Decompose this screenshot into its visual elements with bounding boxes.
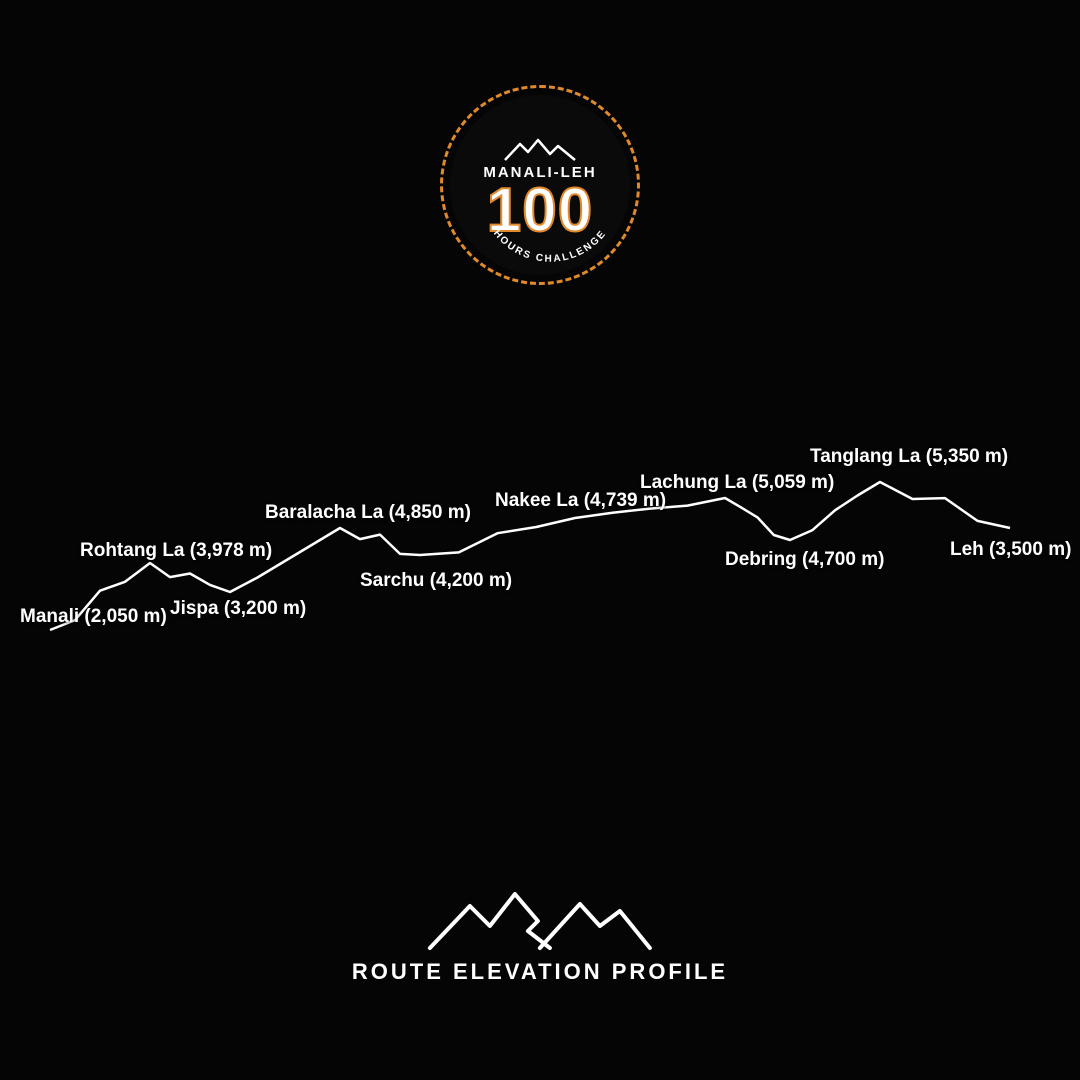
elevation-profile: Manali (2,050 m) Rohtang La (3,978 m) Jisp… <box>0 430 1080 670</box>
waypoint-label: Manali (2,050 m) <box>20 606 167 628</box>
waypoint-label: Leh (3,500 m) <box>950 539 1071 561</box>
waypoint-label: Sarchu (4,200 m) <box>360 570 512 592</box>
waypoint-label: Debring (4,700 m) <box>725 549 884 571</box>
waypoint-label: Jispa (3,200 m) <box>170 598 306 620</box>
challenge-badge: MANALI-LEH 100 HOURS CHALLENGE <box>440 85 640 285</box>
waypoint-label: Baralacha La (4,850 m) <box>265 502 471 524</box>
waypoint-label: Lachung La (5,059 m) <box>640 472 834 494</box>
footer-title: ROUTE ELEVATION PROFILE <box>352 959 728 985</box>
waypoint-label: Tanglang La (5,350 m) <box>810 446 1008 468</box>
waypoint-label: Rohtang La (3,978 m) <box>80 540 272 562</box>
badge-subtitle-arc: HOURS CHALLENGE <box>460 105 640 285</box>
footer: ROUTE ELEVATION PROFILE <box>352 886 728 985</box>
svg-text:HOURS CHALLENGE: HOURS CHALLENGE <box>491 228 609 265</box>
mountain-icon <box>420 886 660 951</box>
badge-inner: MANALI-LEH 100 HOURS CHALLENGE <box>450 95 630 275</box>
